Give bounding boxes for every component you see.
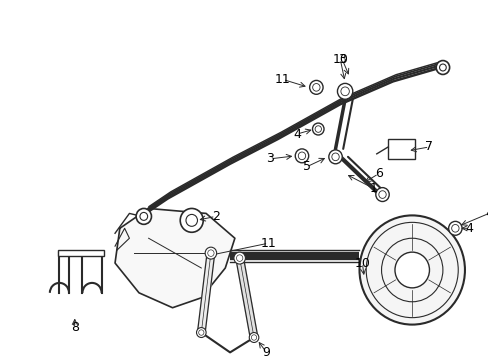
Text: 10: 10 (354, 257, 369, 270)
Text: 3: 3 (338, 53, 346, 66)
Circle shape (375, 188, 388, 202)
Circle shape (394, 252, 428, 288)
Polygon shape (197, 253, 214, 333)
Circle shape (249, 333, 258, 342)
Circle shape (233, 252, 245, 264)
Circle shape (205, 247, 216, 259)
Circle shape (180, 208, 203, 232)
Circle shape (312, 123, 324, 135)
Circle shape (435, 60, 448, 75)
Text: 11: 11 (260, 237, 276, 250)
Circle shape (309, 80, 323, 94)
Text: 3: 3 (266, 152, 274, 165)
Text: 4: 4 (465, 222, 473, 235)
Text: 2: 2 (211, 210, 219, 223)
Text: 8: 8 (71, 321, 79, 334)
Circle shape (328, 150, 342, 164)
Circle shape (359, 215, 464, 325)
Circle shape (136, 208, 151, 224)
Text: 10: 10 (332, 53, 347, 66)
Bar (58, 250, 103, 256)
Text: 4: 4 (293, 127, 301, 140)
Text: 1: 1 (369, 182, 377, 195)
Polygon shape (115, 208, 234, 308)
Text: 7: 7 (425, 140, 432, 153)
Text: 4: 4 (484, 207, 488, 220)
Text: 11: 11 (274, 73, 290, 86)
Circle shape (447, 221, 461, 235)
Text: 6: 6 (374, 167, 382, 180)
Text: 5: 5 (302, 160, 310, 173)
Polygon shape (235, 257, 257, 338)
Circle shape (196, 328, 205, 337)
Text: 9: 9 (262, 346, 270, 359)
Circle shape (295, 149, 308, 163)
Circle shape (337, 84, 352, 99)
Bar (387, 139, 414, 159)
